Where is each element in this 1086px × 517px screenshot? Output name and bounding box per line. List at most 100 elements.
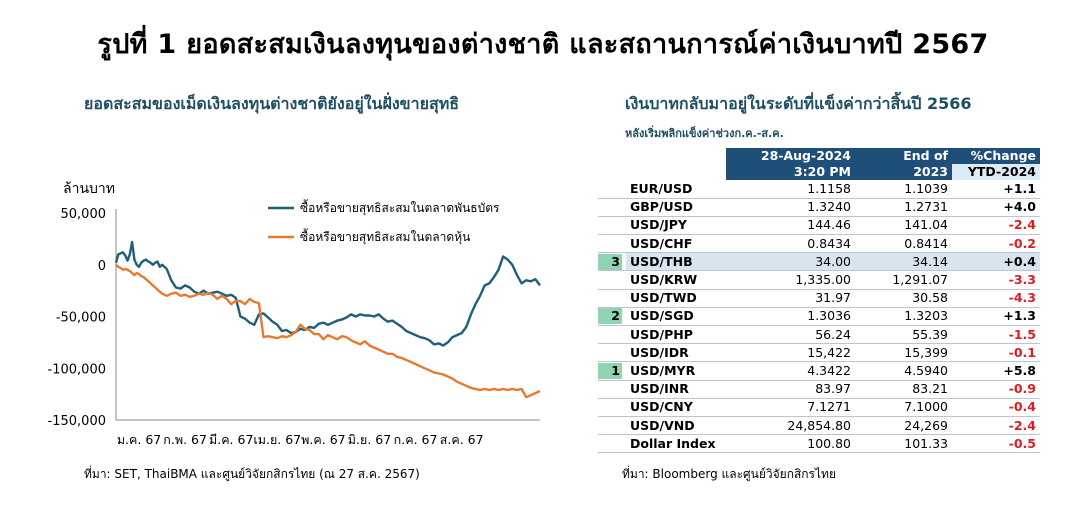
rank-marker: 2 (598, 308, 622, 325)
rank-marker: 3 (598, 253, 622, 270)
table-row: 1 USD/MYR 4.3422 4.5940 +5.8 (598, 361, 1040, 381)
fx-table: 28-Aug-2024 End of %Change 3:20 PM 2023 … (598, 148, 1040, 454)
currency-pair: USD/INR (626, 380, 726, 399)
ytd-change: -0.9 (952, 380, 1040, 399)
rank-badge (598, 325, 626, 345)
current-rate: 1,335.00 (726, 270, 855, 290)
end-2023-rate: 1.1039 (855, 180, 952, 199)
chart-source-note: ที่มา: SET, ThaiBMA และศูนย์วิจัยกสิกรไท… (84, 467, 420, 481)
rank-marker: 1 (598, 362, 622, 379)
rank-badge: 2 (598, 307, 626, 327)
y-tick-label: 0 (98, 259, 106, 274)
currency-pair: USD/THB (626, 252, 726, 272)
ytd-change: +0.4 (952, 252, 1040, 272)
table-row: USD/TWD 31.97 30.58 -4.3 (598, 289, 1040, 308)
ytd-change: -3.3 (952, 270, 1040, 290)
currency-pair: USD/CNY (626, 398, 726, 417)
rank-badge (598, 270, 626, 290)
x-tick-label: ส.ค. 67 (440, 432, 484, 447)
table-row: EUR/USD 1.1158 1.1039 +1.1 (598, 180, 1040, 199)
ytd-change: +5.8 (952, 361, 1040, 381)
current-rate: 1.3240 (726, 198, 855, 217)
header-end-of: End of (855, 148, 952, 164)
table-row: USD/VND 24,854.80 24,269 -2.4 (598, 416, 1040, 436)
rank-badge (598, 180, 626, 199)
table-row: USD/IDR 15,422 15,399 -0.1 (598, 343, 1040, 363)
equity-series-line (115, 263, 541, 399)
end-2023-rate: 141.04 (855, 216, 952, 236)
y-tick-label: -100,000 (48, 362, 106, 377)
ytd-change: -0.5 (952, 434, 1040, 454)
table-row: 3 USD/THB 34.00 34.14 +0.4 (598, 252, 1040, 272)
currency-pair: GBP/USD (626, 198, 726, 217)
end-2023-rate: 4.5940 (855, 361, 952, 381)
x-tick-label: เม.ย. 67 (253, 432, 301, 447)
table-row: USD/CHF 0.8434 0.8414 -0.2 (598, 234, 1040, 254)
x-tick-label: ก.พ. 67 (163, 432, 207, 447)
ytd-change: -0.1 (952, 343, 1040, 363)
table-row: 2 USD/SGD 1.3036 1.3203 +1.3 (598, 307, 1040, 327)
rank-badge: 3 (598, 252, 626, 272)
ytd-change: -1.5 (952, 325, 1040, 345)
table-header-row-1: 28-Aug-2024 End of %Change (598, 148, 1040, 164)
ytd-change: +4.0 (952, 198, 1040, 217)
end-2023-rate: 30.58 (855, 289, 952, 308)
legend-label: ซื้อหรือขายสุทธิสะสมในตลาดพันธบัตร (300, 199, 500, 216)
currency-pair: USD/MYR (626, 361, 726, 381)
y-axis-unit: ล้านบาท (63, 181, 115, 197)
table-subnote: หลังเริ่มพลิกแข็งค่าช่วงก.ค.-ส.ค. (625, 127, 784, 140)
rank-badge (598, 434, 626, 454)
ytd-change: -0.2 (952, 234, 1040, 254)
page-title: รูปที่ 1 ยอดสะสมเงินลงทุนของต่างชาติ และ… (97, 29, 989, 60)
current-rate: 24,854.80 (726, 416, 855, 436)
table-row: USD/INR 83.97 83.21 -0.9 (598, 380, 1040, 399)
table-source-note: ที่มา: Bloomberg และศูนย์วิจัยกสิกรไทย (622, 467, 836, 481)
current-rate: 31.97 (726, 289, 855, 308)
header-change: %Change (952, 148, 1040, 164)
ytd-change: -0.4 (952, 398, 1040, 417)
end-2023-rate: 7.1000 (855, 398, 952, 417)
rank-badge (598, 398, 626, 417)
y-tick-label: 50,000 (61, 207, 107, 222)
ytd-change: +1.3 (952, 307, 1040, 327)
table-row: USD/JPY 144.46 141.04 -2.4 (598, 216, 1040, 236)
current-rate: 7.1271 (726, 398, 855, 417)
currency-pair: USD/JPY (626, 216, 726, 236)
table-row: Dollar Index 100.80 101.33 -0.5 (598, 434, 1040, 454)
rank-badge (598, 380, 626, 399)
currency-pair: USD/VND (626, 416, 726, 436)
x-tick-label: มิ.ย. 67 (348, 432, 391, 447)
current-rate: 144.46 (726, 216, 855, 236)
end-2023-rate: 15,399 (855, 343, 952, 363)
x-tick-label: พ.ค. 67 (301, 432, 345, 447)
table-header-row-2: 3:20 PM 2023 YTD-2024 (598, 164, 1040, 180)
rank-badge (598, 198, 626, 217)
end-2023-rate: 34.14 (855, 252, 952, 272)
rank-badge (598, 343, 626, 363)
table-subtitle: เงินบาทกลับมาอยู่ในระดับที่แข็งค่ากว่าสิ… (625, 94, 972, 113)
end-2023-rate: 1.3203 (855, 307, 952, 327)
currency-pair: USD/CHF (626, 234, 726, 254)
end-2023-rate: 1,291.07 (855, 270, 952, 290)
current-rate: 100.80 (726, 434, 855, 454)
end-2023-rate: 24,269 (855, 416, 952, 436)
rank-badge (598, 289, 626, 308)
table-row: USD/PHP 56.24 55.39 -1.5 (598, 325, 1040, 345)
header-year: 2023 (855, 164, 952, 180)
x-tick-label: ก.ค. 67 (394, 432, 438, 447)
rank-badge (598, 216, 626, 236)
rank-badge: 1 (598, 361, 626, 381)
end-2023-rate: 55.39 (855, 325, 952, 345)
ytd-change: -2.4 (952, 416, 1040, 436)
ytd-change: -2.4 (952, 216, 1040, 236)
header-date: 28-Aug-2024 (726, 148, 855, 164)
ytd-change: +1.1 (952, 180, 1040, 199)
header-time: 3:20 PM (726, 164, 855, 180)
chart-subtitle: ยอดสะสมของเม็ดเงินลงทุนต่างชาติยังอยู่ใน… (84, 94, 460, 113)
legend-label: ซื้อหรือขายสุทธิสะสมในตลาดหุ้น (300, 228, 470, 245)
current-rate: 15,422 (726, 343, 855, 363)
table-row: GBP/USD 1.3240 1.2731 +4.0 (598, 198, 1040, 217)
currency-pair: USD/IDR (626, 343, 726, 363)
cumulative-flow-chart: 50,000 0 -50,000 -100,000 -150,000 ม.ค. 67 ก.พ… (48, 199, 541, 447)
end-2023-rate: 1.2731 (855, 198, 952, 217)
